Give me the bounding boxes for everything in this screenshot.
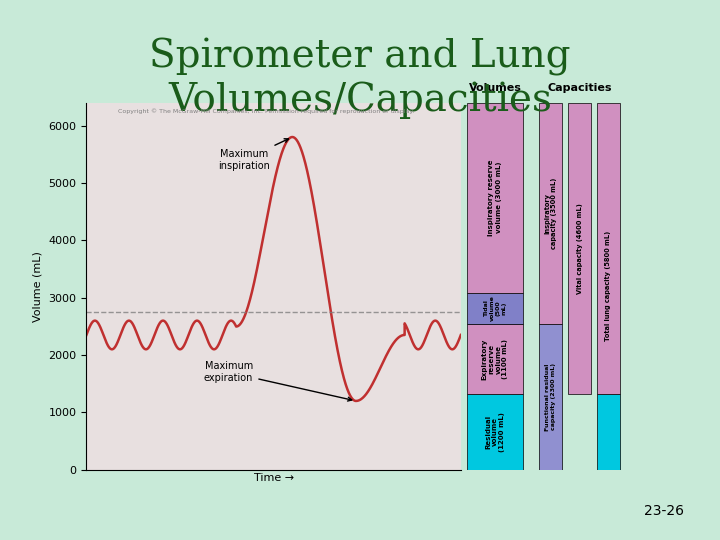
Bar: [467, 324, 523, 394]
Text: 23-26: 23-26: [644, 504, 684, 518]
Bar: [539, 103, 562, 324]
Bar: [539, 324, 562, 470]
Text: Inspiratory
capacity (3500 mL): Inspiratory capacity (3500 mL): [544, 178, 557, 249]
Text: Maximum
expiration: Maximum expiration: [204, 361, 352, 401]
Text: Total lung capacity (5800 mL): Total lung capacity (5800 mL): [606, 231, 611, 341]
Bar: [467, 394, 523, 470]
Text: Expiratory
reserve
volume
(1100 mL): Expiratory reserve volume (1100 mL): [482, 339, 508, 380]
Text: Copyright © The McGraw-Hill Companies, Inc. Permission required for reproduction: Copyright © The McGraw-Hill Companies, I…: [118, 108, 415, 113]
Text: Vital capacity (4600 mL): Vital capacity (4600 mL): [577, 203, 582, 294]
Text: Spirometer and Lung
Volumes/Capacities: Spirometer and Lung Volumes/Capacities: [149, 38, 571, 119]
Bar: [597, 103, 620, 394]
Text: Tidal
volume
(500
mL): Tidal volume (500 mL): [484, 295, 506, 321]
Y-axis label: Volume (mL): Volume (mL): [33, 251, 43, 322]
Text: Volumes: Volumes: [469, 83, 521, 93]
Text: Capacities: Capacities: [547, 83, 612, 93]
Bar: [568, 103, 591, 394]
Text: Residual
volume
(1200 mL): Residual volume (1200 mL): [485, 412, 505, 452]
Bar: [467, 103, 523, 293]
Text: Functional residual
capacity (2300 mL): Functional residual capacity (2300 mL): [546, 363, 556, 431]
X-axis label: Time →: Time →: [253, 472, 294, 483]
Bar: [467, 293, 523, 324]
Bar: [597, 394, 620, 470]
Text: Maximum
inspiration: Maximum inspiration: [217, 139, 289, 171]
Text: Inspiratory reserve
volume (3000 mL): Inspiratory reserve volume (3000 mL): [488, 159, 502, 236]
